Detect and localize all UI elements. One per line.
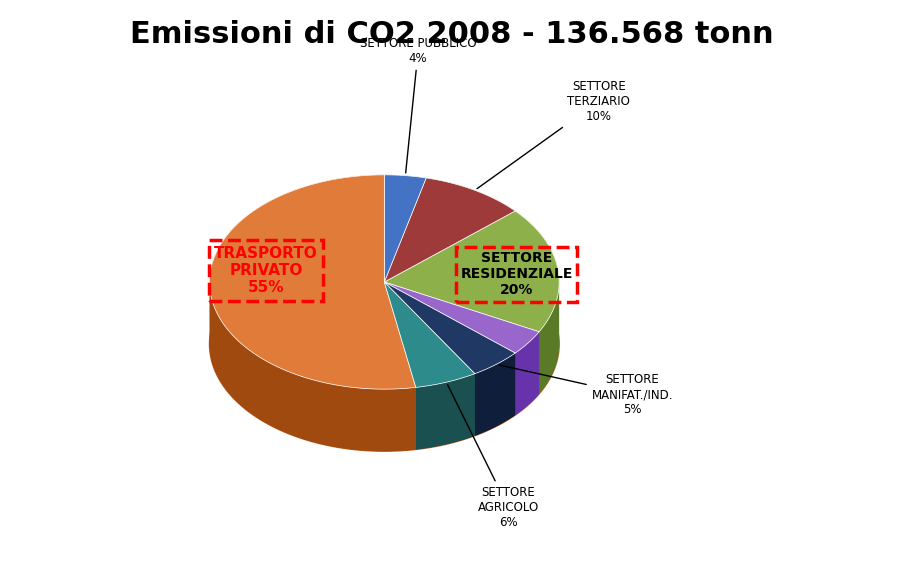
Polygon shape bbox=[209, 283, 415, 451]
Polygon shape bbox=[209, 175, 415, 389]
Polygon shape bbox=[384, 178, 515, 282]
Polygon shape bbox=[384, 175, 425, 282]
Polygon shape bbox=[515, 332, 538, 415]
Polygon shape bbox=[384, 211, 559, 332]
Text: TRASPORTO
PRIVATO
55%: TRASPORTO PRIVATO 55% bbox=[214, 245, 318, 296]
Polygon shape bbox=[384, 282, 538, 353]
Polygon shape bbox=[515, 211, 559, 394]
Polygon shape bbox=[384, 211, 559, 332]
Polygon shape bbox=[384, 282, 474, 387]
Polygon shape bbox=[384, 282, 515, 374]
Polygon shape bbox=[384, 282, 474, 387]
Polygon shape bbox=[384, 175, 425, 282]
Polygon shape bbox=[209, 175, 415, 389]
Text: SETTORE
MANIFAT./IND.
5%: SETTORE MANIFAT./IND. 5% bbox=[498, 365, 673, 416]
Polygon shape bbox=[209, 175, 415, 451]
Polygon shape bbox=[415, 374, 474, 450]
Polygon shape bbox=[474, 353, 515, 436]
Text: Emissioni di CO2 2008 - 136.568 tonn: Emissioni di CO2 2008 - 136.568 tonn bbox=[130, 20, 773, 49]
Polygon shape bbox=[209, 237, 559, 451]
Text: SETTORE PUBBLICO
4%: SETTORE PUBBLICO 4% bbox=[359, 37, 476, 173]
Polygon shape bbox=[538, 283, 559, 394]
Polygon shape bbox=[384, 178, 515, 282]
Polygon shape bbox=[384, 282, 538, 353]
Polygon shape bbox=[474, 353, 515, 436]
Text: SETTORE
RESIDENZIALE
20%: SETTORE RESIDENZIALE 20% bbox=[460, 251, 573, 297]
Text: SETTORE
AGRICOLO
6%: SETTORE AGRICOLO 6% bbox=[447, 385, 538, 529]
Text: SETTORE
TERZIARIO
10%: SETTORE TERZIARIO 10% bbox=[477, 80, 629, 189]
Polygon shape bbox=[415, 374, 474, 450]
Polygon shape bbox=[515, 332, 538, 415]
Polygon shape bbox=[384, 282, 515, 374]
